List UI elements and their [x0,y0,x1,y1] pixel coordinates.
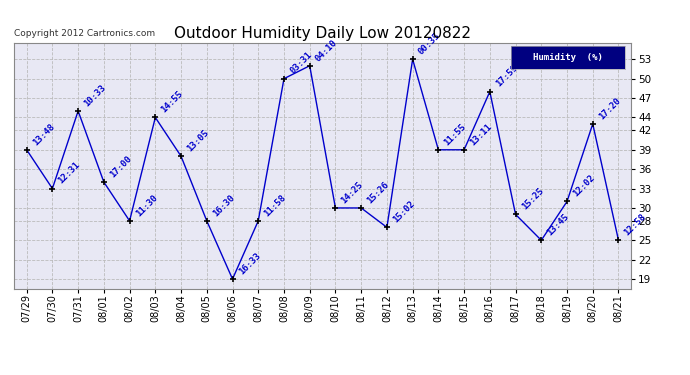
Text: 17:20: 17:20 [597,96,622,121]
Text: 12:02: 12:02 [571,173,597,199]
Text: 11:55: 11:55 [442,122,468,147]
Text: 03:31: 03:31 [288,51,313,76]
Text: 17:59: 17:59 [494,63,520,89]
Text: 14:25: 14:25 [339,180,365,205]
Text: 16:33: 16:33 [237,251,262,276]
Text: 13:48: 13:48 [31,122,56,147]
Text: 12:31: 12:31 [57,160,82,186]
Title: Outdoor Humidity Daily Low 20120822: Outdoor Humidity Daily Low 20120822 [174,26,471,40]
Text: 15:02: 15:02 [391,199,417,225]
Text: 15:25: 15:25 [520,186,545,211]
Text: 16:30: 16:30 [211,193,236,218]
Text: 13:11: 13:11 [469,122,493,147]
Text: 13:45: 13:45 [546,212,571,237]
Text: Copyright 2012 Cartronics.com: Copyright 2012 Cartronics.com [14,29,155,38]
Text: 12:58: 12:58 [622,212,648,237]
Text: 15:26: 15:26 [365,180,391,205]
Text: 11:30: 11:30 [134,193,159,218]
Text: 13:05: 13:05 [185,128,210,153]
Text: 14:55: 14:55 [159,89,185,115]
Text: 10:33: 10:33 [82,83,108,108]
Text: 11:58: 11:58 [262,193,288,218]
Text: 17:00: 17:00 [108,154,133,179]
Text: 04:10: 04:10 [314,38,339,63]
Text: 00:35: 00:35 [417,31,442,57]
